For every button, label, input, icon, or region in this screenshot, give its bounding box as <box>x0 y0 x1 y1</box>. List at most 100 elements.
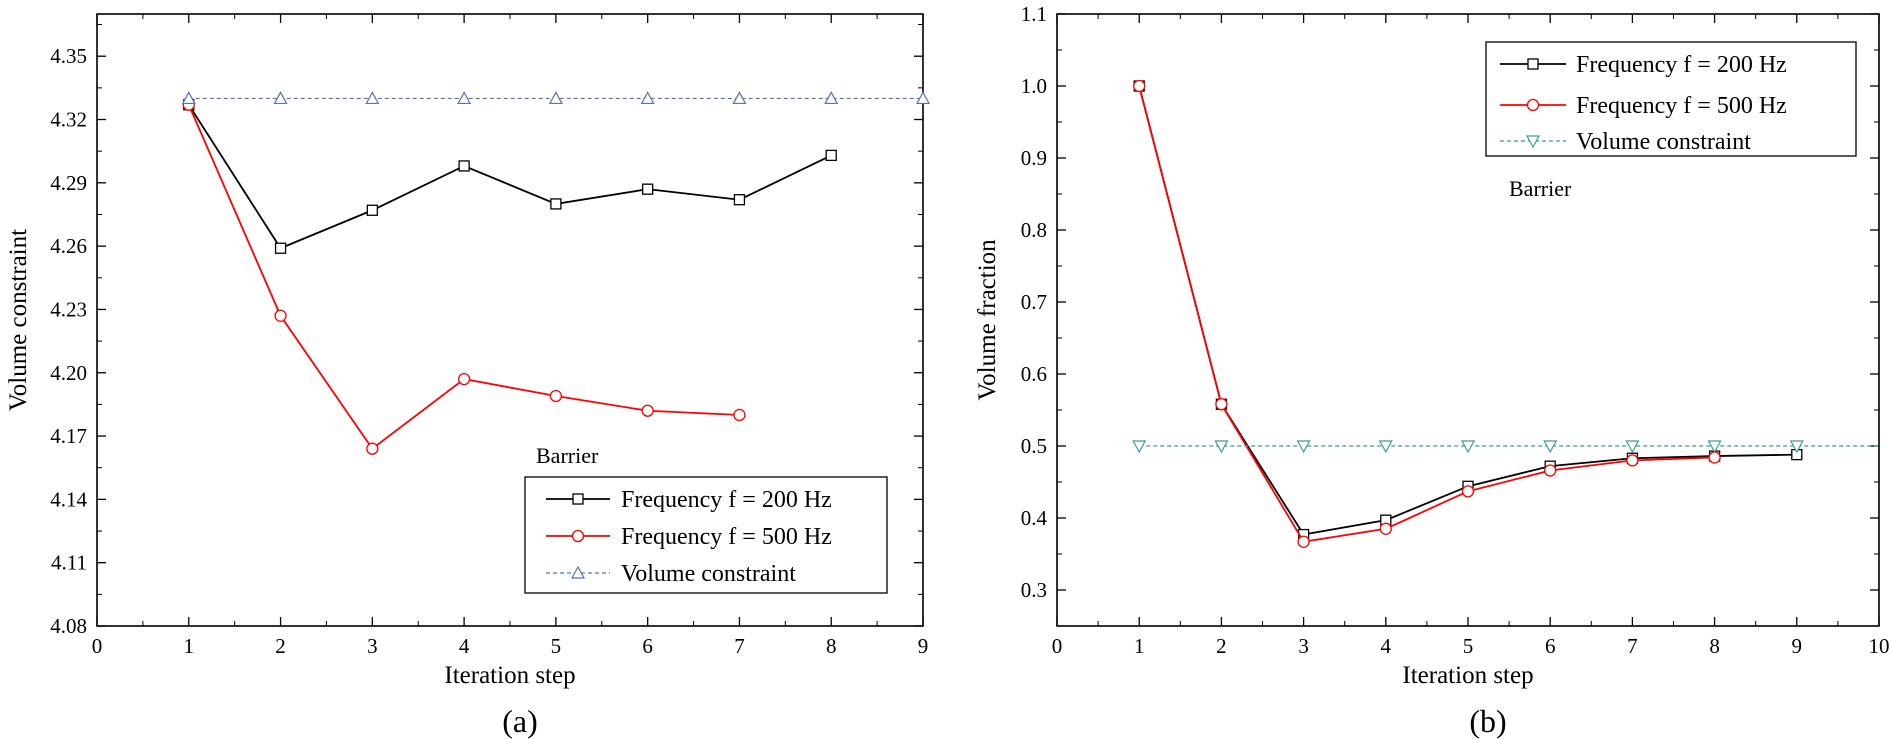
x-tick-label: 1 <box>1134 634 1145 658</box>
data-point <box>457 372 471 386</box>
data-point <box>733 194 746 206</box>
legend-label: Frequency f = 200 Hz <box>621 487 832 513</box>
y-tick-label: 4.35 <box>50 44 87 68</box>
x-tick-label: 3 <box>1298 634 1309 658</box>
data-point <box>1297 535 1310 548</box>
data-point <box>273 91 288 105</box>
y-tick-label: 4.14 <box>50 487 87 511</box>
y-tick-label: 0.7 <box>1021 290 1047 314</box>
data-point <box>1543 440 1558 454</box>
x-tick-label: 7 <box>1627 634 1638 658</box>
data-point <box>457 91 472 105</box>
data-point <box>365 91 380 105</box>
y-tick-label: 4.17 <box>50 424 87 448</box>
data-point <box>550 198 562 210</box>
series-0 <box>183 99 837 254</box>
data-point <box>732 91 747 105</box>
data-point <box>640 91 655 105</box>
data-point <box>1460 440 1476 454</box>
data-point <box>824 91 839 105</box>
y-tick-label: 4.32 <box>50 108 87 132</box>
series-1 <box>182 98 746 455</box>
legend-marker <box>1526 98 1540 112</box>
barrier-annotation: Barrier <box>1509 176 1572 201</box>
y-tick-label: 4.29 <box>50 171 87 195</box>
x-tick-label: 0 <box>1052 634 1063 658</box>
barrier-annotation: Barrier <box>536 443 599 468</box>
series-2 <box>181 91 931 105</box>
data-point <box>274 309 287 322</box>
x-tick-label: 7 <box>734 634 745 658</box>
y-tick-label: 0.3 <box>1021 578 1047 602</box>
y-tick-label: 1.1 <box>1021 2 1047 26</box>
y-tick-label: 0.5 <box>1021 434 1047 458</box>
chart-panel-b: 0 1 2 3 4 5 6 7 8 9 10 0.3 0.4 0.5 0.6 0.7 0.8 0.9 1.0 1.1 I… <box>974 2 1890 739</box>
legend-marker <box>571 529 585 543</box>
data-point <box>1461 485 1475 498</box>
data-point <box>366 204 378 216</box>
series-2 <box>1132 440 1879 454</box>
x-tick-label: 5 <box>551 634 562 658</box>
data-point <box>181 91 196 105</box>
data-point <box>274 242 287 254</box>
data-point <box>1708 451 1721 464</box>
x-tick-label: 9 <box>1792 634 1803 658</box>
y-tick-label: 0.8 <box>1021 218 1047 242</box>
data-point <box>1132 440 1147 454</box>
chart-panel-a: 0 1 2 3 4 5 6 7 8 9 4.08 4.11 4.14 4.17 4.20 4.23 4.26 4.… <box>5 13 931 739</box>
legend-label: Frequency f = 200 Hz <box>1576 52 1787 78</box>
x-tick-label: 6 <box>642 634 653 658</box>
x-tick-label: 10 <box>1869 634 1890 658</box>
legend-label: Volume constraint <box>1576 129 1751 155</box>
series-line <box>1138 85 1715 543</box>
data-point <box>1544 464 1557 477</box>
legend-marker <box>1527 58 1539 70</box>
x-tick-label: 3 <box>367 634 378 658</box>
legend: Frequency f = 200 Hz Frequency f = 500 Hz… <box>524 476 888 594</box>
x-tick-label: 4 <box>459 634 470 658</box>
legend-label: Volume constraint <box>621 561 796 587</box>
data-point <box>825 149 837 162</box>
y-tick-label: 4.08 <box>50 614 87 638</box>
data-point <box>641 404 654 417</box>
data-point <box>1133 79 1146 93</box>
y-tick-label: 0.6 <box>1021 362 1047 386</box>
y-tick-label: 4.20 <box>50 361 87 385</box>
data-point <box>1296 440 1311 454</box>
x-tick-label: 2 <box>275 634 286 658</box>
data-point <box>549 389 563 403</box>
panel-caption: (b) <box>1469 703 1506 739</box>
y-tick-label: 0.4 <box>1021 506 1048 530</box>
data-point <box>915 91 931 105</box>
legend-marker <box>1525 135 1541 149</box>
series-line <box>187 104 740 451</box>
data-point <box>733 408 746 422</box>
legend-label: Frequency f = 500 Hz <box>1576 93 1787 119</box>
legend-marker <box>570 565 586 579</box>
y-tick-label: 1.0 <box>1021 74 1047 98</box>
legend-box <box>1485 41 1857 157</box>
data-point <box>1378 440 1393 454</box>
panel-caption: (a) <box>502 703 538 739</box>
x-tick-label: 9 <box>918 634 929 658</box>
y-tick-label: 0.9 <box>1021 146 1047 170</box>
data-point <box>1626 454 1639 467</box>
data-point <box>366 442 379 455</box>
x-tick-label: 1 <box>184 634 195 658</box>
legend-marker <box>572 493 584 505</box>
x-tick-label: 0 <box>92 634 103 658</box>
x-tick-label: 5 <box>1463 634 1474 658</box>
x-tick-label: 8 <box>826 634 837 658</box>
legend: Frequency f = 200 Hz Frequency f = 500 Hz… <box>1485 41 1857 157</box>
series-line <box>188 104 832 250</box>
y-tick-label: 4.11 <box>51 551 87 575</box>
legend-box <box>524 476 888 594</box>
series-1 <box>1133 79 1721 548</box>
data-point <box>1707 440 1722 454</box>
x-tick-label: 4 <box>1381 634 1392 658</box>
x-axis-title: Iteration step <box>444 662 575 689</box>
y-tick-label: 4.26 <box>50 234 87 258</box>
data-point <box>1379 522 1392 535</box>
data-point <box>1625 440 1640 454</box>
